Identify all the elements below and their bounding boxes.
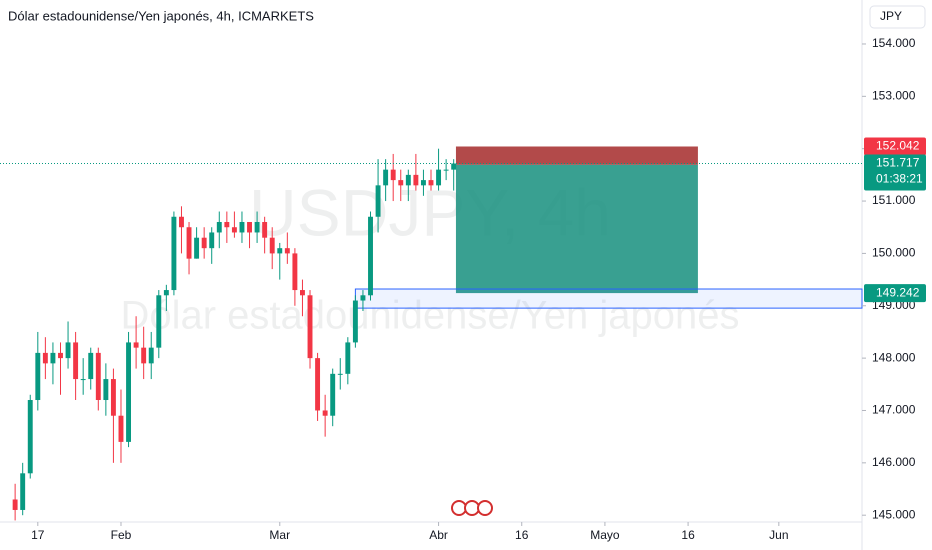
x-tick-label: 16 bbox=[515, 528, 529, 542]
y-tick-label: 148.000 bbox=[872, 350, 916, 364]
candle-body bbox=[360, 295, 366, 301]
candle-body bbox=[375, 185, 381, 217]
candle-body bbox=[224, 221, 230, 228]
x-tick-label: Abr bbox=[429, 528, 448, 542]
candle-body bbox=[413, 174, 419, 186]
zone-box bbox=[354, 288, 863, 309]
candle-body bbox=[284, 248, 290, 254]
candle-body bbox=[368, 216, 373, 296]
candle-body bbox=[247, 221, 252, 233]
candle-body bbox=[299, 290, 305, 296]
candle-body bbox=[428, 180, 434, 186]
y-tick-label: 146.000 bbox=[872, 455, 916, 469]
candle-body bbox=[231, 227, 237, 233]
countdown: 01:38:21 bbox=[876, 172, 923, 186]
candle-body bbox=[398, 180, 404, 186]
candle-body bbox=[171, 216, 177, 291]
price-label-bg bbox=[864, 154, 926, 191]
candle-body bbox=[390, 169, 396, 181]
candle-body bbox=[58, 352, 63, 359]
candle-body bbox=[42, 352, 48, 364]
candle-body bbox=[103, 379, 109, 401]
candle-body bbox=[201, 237, 207, 249]
candle-body bbox=[179, 216, 184, 228]
candle-body bbox=[27, 400, 33, 474]
y-tick-label: 147.000 bbox=[872, 403, 916, 417]
candle-body bbox=[35, 352, 41, 401]
x-tick-label: 16 bbox=[681, 528, 695, 542]
y-tick-label: 150.000 bbox=[872, 246, 916, 260]
candle-body bbox=[330, 373, 336, 416]
x-tick-label: Feb bbox=[111, 528, 132, 542]
currency-label[interactable]: JPY bbox=[880, 9, 902, 23]
event-icons[interactable] bbox=[451, 500, 493, 516]
y-tick-label: 153.000 bbox=[872, 89, 916, 103]
candle-body bbox=[337, 373, 343, 375]
x-tick-label: Jun bbox=[769, 528, 788, 542]
stop-zone bbox=[455, 146, 698, 165]
candle-body bbox=[186, 227, 192, 259]
candle-body bbox=[95, 352, 101, 401]
candle-body bbox=[262, 221, 268, 238]
chart-title: Dólar estadounidense/Yen japonés, 4h, IC… bbox=[8, 8, 314, 23]
candle-body bbox=[126, 342, 132, 442]
candle-body bbox=[194, 237, 200, 259]
candle-body bbox=[65, 342, 71, 359]
candle-body bbox=[292, 253, 298, 291]
candle-body bbox=[345, 342, 351, 374]
candle-body bbox=[451, 163, 457, 170]
candle-body bbox=[269, 237, 275, 254]
candle-body bbox=[110, 379, 116, 416]
x-tick-label: Mayo bbox=[590, 528, 620, 542]
y-tick-label: 145.000 bbox=[872, 507, 916, 521]
candle-body bbox=[216, 221, 222, 233]
candle-body bbox=[322, 410, 328, 416]
candle-body bbox=[352, 300, 358, 343]
target-zone bbox=[455, 164, 698, 294]
price-label: 149.242 bbox=[876, 285, 920, 299]
candle-body bbox=[141, 347, 147, 364]
candle-body bbox=[80, 379, 86, 381]
x-tick-label: Mar bbox=[269, 528, 290, 542]
candle-body bbox=[118, 415, 124, 442]
y-tick-label: 154.000 bbox=[872, 36, 916, 50]
price-label: 151.717 bbox=[876, 156, 920, 170]
candle-body bbox=[277, 248, 283, 254]
price-label-bg bbox=[864, 137, 926, 156]
watermark-subtitle: Dólar estadounidense/Yen japonés bbox=[120, 294, 739, 338]
x-tick-label: 17 bbox=[31, 528, 45, 542]
candle-body bbox=[443, 169, 449, 171]
candle-body bbox=[307, 295, 313, 359]
event-icon[interactable] bbox=[451, 500, 467, 516]
candle-body bbox=[156, 295, 162, 348]
candle-body bbox=[383, 169, 389, 186]
currency-button[interactable] bbox=[869, 5, 926, 29]
candle-body bbox=[436, 169, 442, 186]
event-icon[interactable] bbox=[477, 500, 493, 516]
candle-body bbox=[209, 232, 215, 249]
candle-body bbox=[50, 352, 56, 364]
candle-body bbox=[163, 290, 169, 296]
price-label-bg bbox=[864, 284, 926, 303]
candle-body bbox=[239, 221, 245, 233]
candle-body bbox=[88, 352, 94, 380]
candle-body bbox=[73, 342, 79, 380]
candle-body bbox=[315, 358, 321, 411]
candle-body bbox=[254, 221, 260, 233]
candle-body bbox=[420, 180, 426, 186]
candle-body bbox=[148, 347, 154, 364]
price-label: 152.042 bbox=[876, 139, 920, 153]
y-tick-label: 151.000 bbox=[872, 193, 916, 207]
candle-body bbox=[405, 174, 411, 186]
candle-body bbox=[133, 342, 139, 348]
candle-body bbox=[20, 473, 26, 510]
event-icon[interactable] bbox=[464, 500, 480, 516]
candle-body bbox=[12, 499, 18, 510]
